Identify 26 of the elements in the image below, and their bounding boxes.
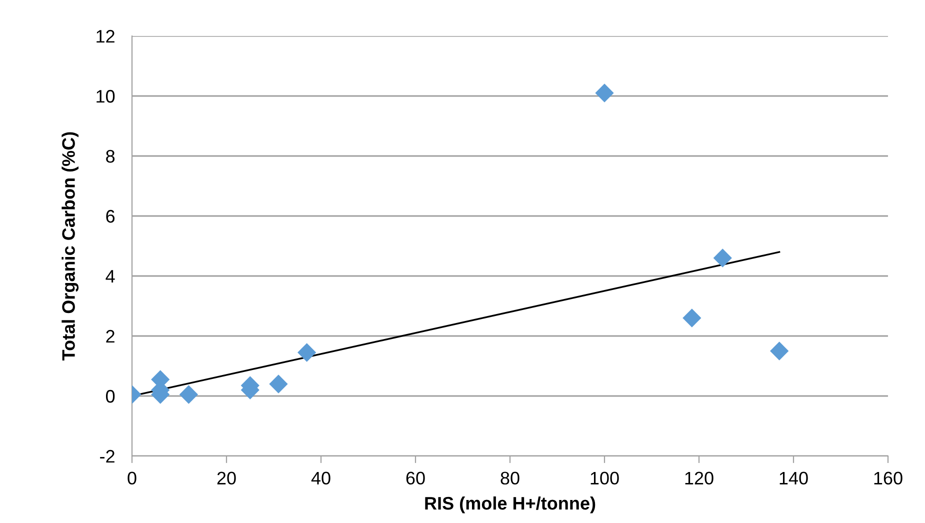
point <box>298 343 316 362</box>
y-axis-title: Total Organic Carbon (%C) <box>62 132 79 360</box>
y-tick-label: 8 <box>106 150 115 163</box>
x-tick-label: 120 <box>685 472 714 485</box>
x-tick-label: 40 <box>311 472 330 485</box>
point <box>595 84 614 102</box>
x-tick-label: 60 <box>406 472 425 485</box>
point <box>682 308 702 328</box>
y-tick-label: 6 <box>106 210 115 223</box>
y-tick-label: 2 <box>106 330 114 343</box>
y-tick-label: 12 <box>96 30 114 43</box>
x-axis-title: RIS (mole H+/tonne) <box>425 496 596 514</box>
x-tick-label: 160 <box>874 472 902 485</box>
x-tick-label: 80 <box>500 472 520 485</box>
x-tick-label: 100 <box>590 472 619 485</box>
point <box>269 374 288 394</box>
point <box>713 248 732 268</box>
x-tick-label: 20 <box>217 472 236 485</box>
y-tick-label: -2 <box>100 450 114 463</box>
y-tick-label: 0 <box>106 390 115 403</box>
x-tick-label: 0 <box>128 472 136 485</box>
point <box>770 342 789 360</box>
y-tick-label: 10 <box>96 90 115 103</box>
x-tick-label: 140 <box>780 472 808 485</box>
point <box>179 385 198 404</box>
y-tick-label: 4 <box>106 270 115 283</box>
